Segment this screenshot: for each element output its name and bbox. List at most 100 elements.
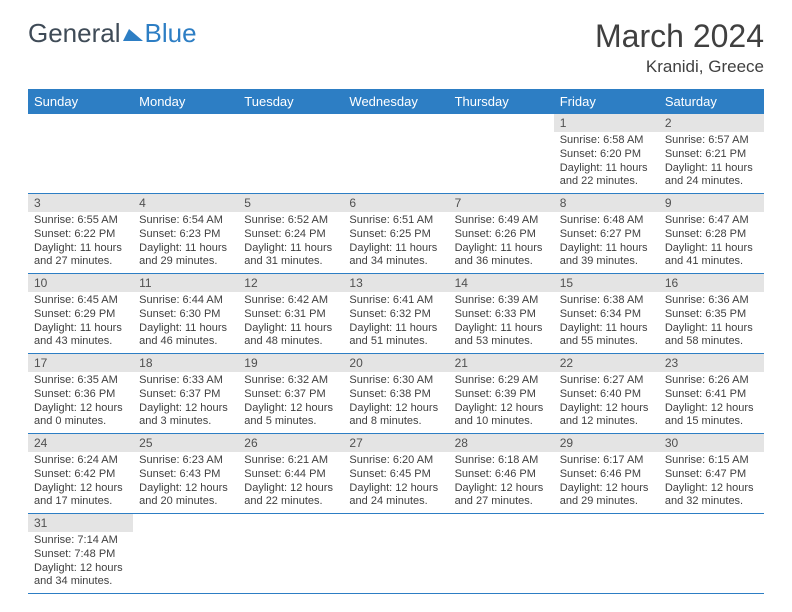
daylight-2: and 29 minutes. <box>139 255 232 269</box>
day-cell: 29Sunrise: 6:17 AMSunset: 6:46 PMDayligh… <box>554 434 659 514</box>
day-body: Sunrise: 6:51 AMSunset: 6:25 PMDaylight:… <box>343 212 448 273</box>
day-number: 19 <box>238 354 343 372</box>
day-body: Sunrise: 6:58 AMSunset: 6:20 PMDaylight:… <box>554 132 659 193</box>
day-body: Sunrise: 6:23 AMSunset: 6:43 PMDaylight:… <box>133 452 238 513</box>
logo: General Blue <box>28 18 197 49</box>
daylight-1: Daylight: 12 hours <box>34 402 127 416</box>
day-number: 1 <box>554 114 659 132</box>
day-body: Sunrise: 6:18 AMSunset: 6:46 PMDaylight:… <box>449 452 554 513</box>
day-cell: 17Sunrise: 6:35 AMSunset: 6:36 PMDayligh… <box>28 354 133 434</box>
day-number: 26 <box>238 434 343 452</box>
day-body: Sunrise: 6:57 AMSunset: 6:21 PMDaylight:… <box>659 132 764 193</box>
day-number: 22 <box>554 354 659 372</box>
sunrise: Sunrise: 6:55 AM <box>34 214 127 228</box>
day-cell: 2Sunrise: 6:57 AMSunset: 6:21 PMDaylight… <box>659 114 764 194</box>
daylight-2: and 15 minutes. <box>665 415 758 429</box>
day-body: Sunrise: 6:29 AMSunset: 6:39 PMDaylight:… <box>449 372 554 433</box>
week-row: 10Sunrise: 6:45 AMSunset: 6:29 PMDayligh… <box>28 274 764 354</box>
sunset: Sunset: 6:45 PM <box>349 468 442 482</box>
day-number: 3 <box>28 194 133 212</box>
sunrise: Sunrise: 6:42 AM <box>244 294 337 308</box>
sunset: Sunset: 6:40 PM <box>560 388 653 402</box>
daylight-1: Daylight: 11 hours <box>560 322 653 336</box>
sunrise: Sunrise: 6:44 AM <box>139 294 232 308</box>
empty-cell <box>238 514 343 594</box>
sunset: Sunset: 6:43 PM <box>139 468 232 482</box>
sunrise: Sunrise: 7:14 AM <box>34 534 127 548</box>
day-body: Sunrise: 6:15 AMSunset: 6:47 PMDaylight:… <box>659 452 764 513</box>
sunset: Sunset: 6:41 PM <box>665 388 758 402</box>
sunset: Sunset: 6:30 PM <box>139 308 232 322</box>
daylight-1: Daylight: 12 hours <box>560 482 653 496</box>
day-body: Sunrise: 6:30 AMSunset: 6:38 PMDaylight:… <box>343 372 448 433</box>
week-row: 17Sunrise: 6:35 AMSunset: 6:36 PMDayligh… <box>28 354 764 434</box>
daylight-1: Daylight: 11 hours <box>349 242 442 256</box>
day-cell: 28Sunrise: 6:18 AMSunset: 6:46 PMDayligh… <box>449 434 554 514</box>
daylight-2: and 17 minutes. <box>34 495 127 509</box>
day-cell: 30Sunrise: 6:15 AMSunset: 6:47 PMDayligh… <box>659 434 764 514</box>
daylight-1: Daylight: 11 hours <box>665 242 758 256</box>
weekday-row: SundayMondayTuesdayWednesdayThursdayFrid… <box>28 89 764 114</box>
logo-text-2: Blue <box>145 18 197 49</box>
sunset: Sunset: 6:34 PM <box>560 308 653 322</box>
empty-cell <box>133 514 238 594</box>
sunset: Sunset: 6:46 PM <box>455 468 548 482</box>
day-body: Sunrise: 6:20 AMSunset: 6:45 PMDaylight:… <box>343 452 448 513</box>
daylight-1: Daylight: 12 hours <box>139 402 232 416</box>
day-number: 18 <box>133 354 238 372</box>
sunrise: Sunrise: 6:39 AM <box>455 294 548 308</box>
daylight-1: Daylight: 11 hours <box>560 162 653 176</box>
daylight-1: Daylight: 11 hours <box>244 322 337 336</box>
day-body: Sunrise: 6:55 AMSunset: 6:22 PMDaylight:… <box>28 212 133 273</box>
day-body: Sunrise: 6:27 AMSunset: 6:40 PMDaylight:… <box>554 372 659 433</box>
daylight-2: and 58 minutes. <box>665 335 758 349</box>
daylight-2: and 53 minutes. <box>455 335 548 349</box>
sunrise: Sunrise: 6:18 AM <box>455 454 548 468</box>
day-body: Sunrise: 6:54 AMSunset: 6:23 PMDaylight:… <box>133 212 238 273</box>
weekday-sunday: Sunday <box>28 89 133 114</box>
daylight-1: Daylight: 12 hours <box>34 482 127 496</box>
day-cell: 12 Sunrise: 6:42 AMSunset: 6:31 PMDayligh… <box>238 274 343 354</box>
day-cell: 24Sunrise: 6:24 AMSunset: 6:42 PMDayligh… <box>28 434 133 514</box>
daylight-1: Daylight: 11 hours <box>560 242 653 256</box>
sunrise: Sunrise: 6:58 AM <box>560 134 653 148</box>
weekday-tuesday: Tuesday <box>238 89 343 114</box>
sunrise: Sunrise: 6:45 AM <box>34 294 127 308</box>
daylight-2: and 5 minutes. <box>244 415 337 429</box>
daylight-1: Daylight: 12 hours <box>665 402 758 416</box>
day-cell: 14Sunrise: 6:39 AMSunset: 6:33 PMDayligh… <box>449 274 554 354</box>
daylight-1: Daylight: 11 hours <box>455 242 548 256</box>
day-cell: 9Sunrise: 6:47 AMSunset: 6:28 PMDaylight… <box>659 194 764 274</box>
empty-cell <box>343 114 448 194</box>
daylight-2: and 51 minutes. <box>349 335 442 349</box>
day-cell: 3Sunrise: 6:55 AMSunset: 6:22 PMDaylight… <box>28 194 133 274</box>
sunset: Sunset: 6:20 PM <box>560 148 653 162</box>
day-number: 12 <box>238 274 343 292</box>
day-body: Sunrise: 6:39 AMSunset: 6:33 PMDaylight:… <box>449 292 554 353</box>
day-cell: 13Sunrise: 6:41 AMSunset: 6:32 PMDayligh… <box>343 274 448 354</box>
sunrise: Sunrise: 6:57 AM <box>665 134 758 148</box>
empty-cell <box>554 514 659 594</box>
day-body: Sunrise: 6:21 AMSunset: 6:44 PMDaylight:… <box>238 452 343 513</box>
sunrise: Sunrise: 6:32 AM <box>244 374 337 388</box>
daylight-1: Daylight: 11 hours <box>139 242 232 256</box>
sunset: Sunset: 6:42 PM <box>34 468 127 482</box>
sunrise: Sunrise: 6:21 AM <box>244 454 337 468</box>
day-number: 5 <box>238 194 343 212</box>
daylight-2: and 12 minutes. <box>560 415 653 429</box>
week-row: 1Sunrise: 6:58 AMSunset: 6:20 PMDaylight… <box>28 114 764 194</box>
day-body: Sunrise: 6:49 AMSunset: 6:26 PMDaylight:… <box>449 212 554 273</box>
daylight-1: Daylight: 12 hours <box>34 562 127 576</box>
day-cell: 19Sunrise: 6:32 AMSunset: 6:37 PMDayligh… <box>238 354 343 434</box>
logo-text-1: General <box>28 18 121 49</box>
day-number: 8 <box>554 194 659 212</box>
sunrise: Sunrise: 6:30 AM <box>349 374 442 388</box>
day-body: Sunrise: 6:26 AMSunset: 6:41 PMDaylight:… <box>659 372 764 433</box>
sunset: Sunset: 6:31 PM <box>244 308 337 322</box>
daylight-1: Daylight: 11 hours <box>34 242 127 256</box>
sunset: Sunset: 6:24 PM <box>244 228 337 242</box>
empty-cell <box>343 514 448 594</box>
weekday-thursday: Thursday <box>449 89 554 114</box>
day-body: Sunrise: 6:35 AMSunset: 6:36 PMDaylight:… <box>28 372 133 433</box>
day-number: 29 <box>554 434 659 452</box>
